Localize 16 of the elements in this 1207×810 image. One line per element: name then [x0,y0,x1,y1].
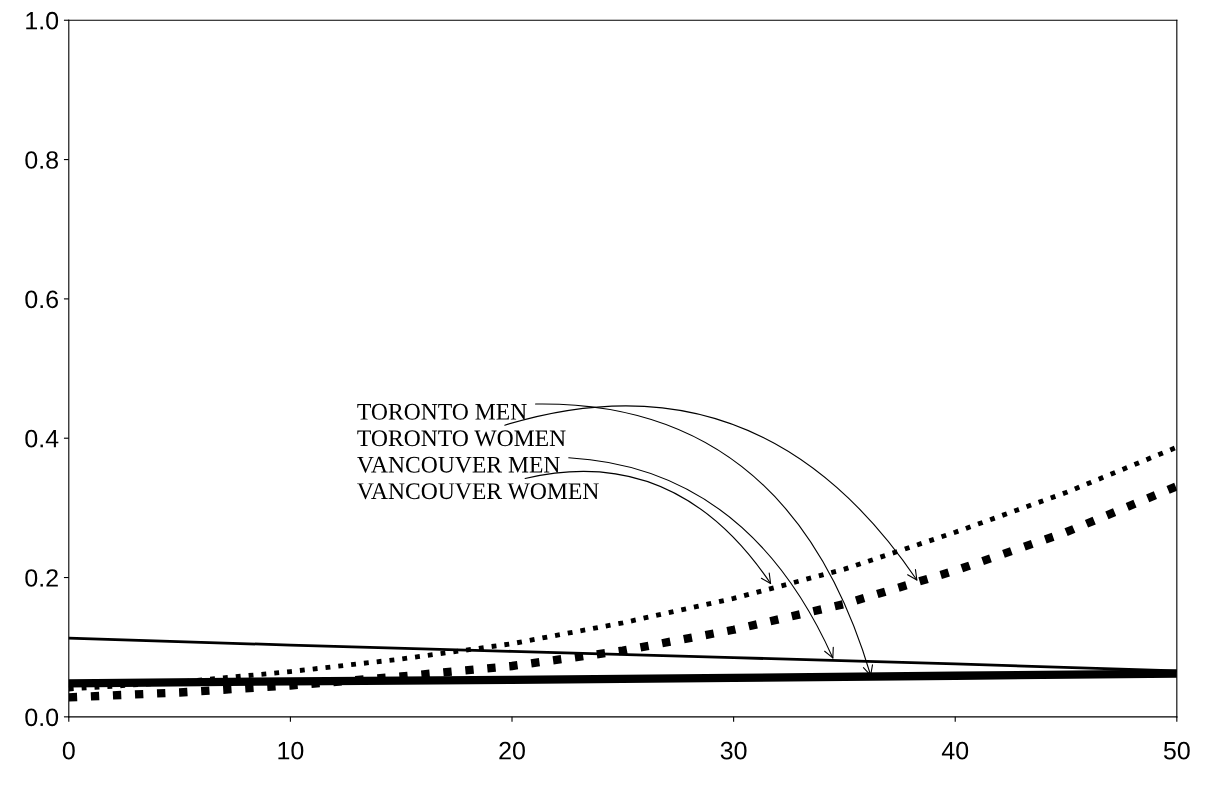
y-tick-label: 0.4 [25,429,59,448]
y-tick-label: 0.2 [25,569,58,587]
x-tick-label: 40 [941,741,969,760]
y-tick-label: 0.8 [25,151,58,169]
y-tick-label: 0.6 [25,290,58,309]
annotation: TORONTO WOMEN [357,430,566,447]
x-tick-label: 20 [499,741,525,760]
annotation: TORONTO MEN [357,403,527,420]
x-tick-label: 10 [278,741,304,760]
x-tick-label: 30 [720,741,747,760]
x-tick-label: 50 [1163,741,1190,760]
y-tick-label: 1.0 [26,11,59,30]
annotation: VANCOUVER WOMEN [357,483,599,500]
x-tick-label: 0 [62,741,75,760]
annotation: VANCOUVER MEN [357,456,560,473]
y-tick-label: 0.0 [25,708,59,727]
